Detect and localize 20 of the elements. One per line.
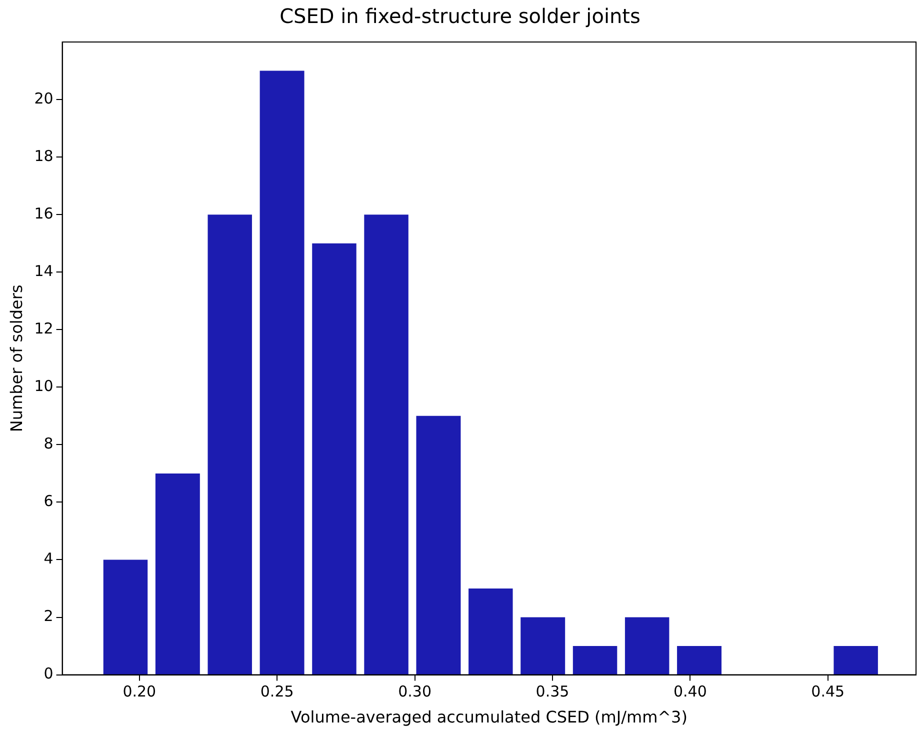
x-axis-title: Volume-averaged accumulated CSED (mJ/mm^3) xyxy=(290,708,688,727)
y-tick-label: 18 xyxy=(34,146,54,165)
chart-title: CSED in fixed-structure solder joints xyxy=(280,4,640,28)
x-tick-label: 0.40 xyxy=(673,682,707,701)
y-tick-label: 8 xyxy=(44,434,54,453)
y-tick-label: 20 xyxy=(34,89,54,108)
x-tick-label: 0.45 xyxy=(811,682,845,701)
x-tick-label: 0.35 xyxy=(536,682,570,701)
x-tick-label: 0.25 xyxy=(260,682,294,701)
x-tick-label: 0.20 xyxy=(122,682,156,701)
y-tick-label: 6 xyxy=(44,492,54,510)
y-tick-label: 2 xyxy=(44,607,54,626)
y-tick-label: 16 xyxy=(34,204,54,222)
y-tick-label: 0 xyxy=(44,664,54,683)
y-tick-label: 14 xyxy=(34,262,54,280)
y-tick-label: 10 xyxy=(34,377,54,396)
y-tick-label: 12 xyxy=(34,320,54,338)
x-tick-label: 0.30 xyxy=(398,682,432,701)
y-tick-label: 4 xyxy=(44,550,54,568)
y-axis-title: Number of solders xyxy=(6,284,26,432)
